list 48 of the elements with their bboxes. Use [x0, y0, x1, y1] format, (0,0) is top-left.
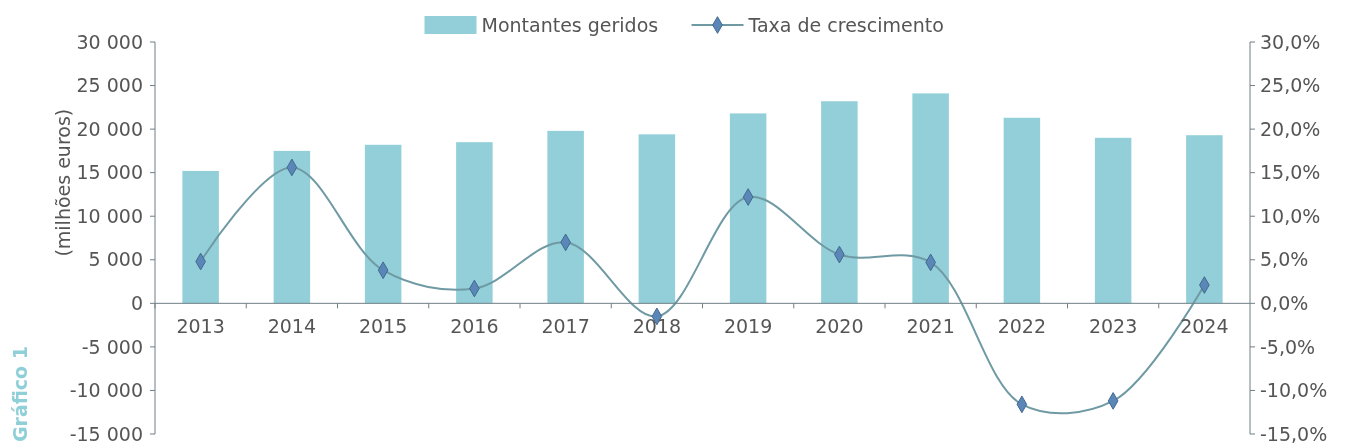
y2-tick-label: -5,0%: [1260, 335, 1316, 358]
y2-tick-label: 10,0%: [1260, 204, 1321, 227]
bar: [638, 134, 676, 304]
x-tick-label: 2020: [815, 315, 864, 338]
bar: [912, 93, 949, 304]
text: Gráfico 1: [9, 345, 31, 443]
y-tick-label: 25 000: [76, 74, 143, 97]
bar: [1003, 117, 1041, 304]
legend-label: Montantes geridos: [481, 13, 659, 36]
x-tick-label: 2013: [176, 315, 225, 338]
y-tick-label: 30 000: [76, 30, 143, 53]
bar: [182, 170, 219, 304]
x-tick-label: 2014: [267, 315, 317, 338]
bar: [729, 113, 767, 304]
y-tick-label: 20 000: [76, 117, 143, 140]
x-tick-label: 2022: [997, 315, 1047, 338]
y2-tick-label: 0,0%: [1260, 291, 1309, 314]
x-tick-label: 2019: [723, 315, 773, 338]
y2-tick-label: -15,0%: [1260, 422, 1328, 444]
y-tick-label: -15 000: [69, 422, 143, 444]
bar: [273, 150, 311, 304]
bar: [364, 144, 402, 304]
y2-tick-label: 5,0%: [1260, 248, 1309, 271]
y2-tick-label: 15,0%: [1260, 161, 1321, 184]
x-tick-label: 2017: [541, 315, 590, 338]
y-axis-title: (milhões euros): [52, 108, 74, 257]
y-tick-label: 0: [130, 291, 143, 314]
y-tick-label: 15 000: [76, 161, 143, 184]
y-tick-label: -10 000: [69, 379, 143, 402]
bar: [821, 101, 858, 304]
y2-tick-label: 30,0%: [1260, 30, 1321, 53]
y-tick-label: 10 000: [76, 204, 143, 227]
x-tick-label: 2024: [1180, 315, 1229, 338]
y-tick-label: 5 000: [88, 248, 143, 271]
y-tick-label: -5 000: [81, 335, 143, 358]
y2-tick-label: -10,0%: [1260, 379, 1328, 402]
x-tick-label: 2023: [1088, 315, 1138, 338]
bar: [547, 130, 584, 304]
y2-tick-label: 20,0%: [1260, 117, 1321, 140]
bar: [1186, 135, 1223, 304]
bar: [1094, 137, 1132, 304]
x-tick-label: 2018: [632, 315, 682, 338]
legend-label: Taxa de crescimento: [747, 13, 944, 36]
x-tick-label: 2021: [906, 315, 955, 338]
x-tick-label: 2016: [450, 315, 499, 338]
bar: [456, 142, 493, 304]
x-tick-label: 2015: [358, 315, 408, 338]
y2-tick-label: 25,0%: [1260, 74, 1321, 97]
